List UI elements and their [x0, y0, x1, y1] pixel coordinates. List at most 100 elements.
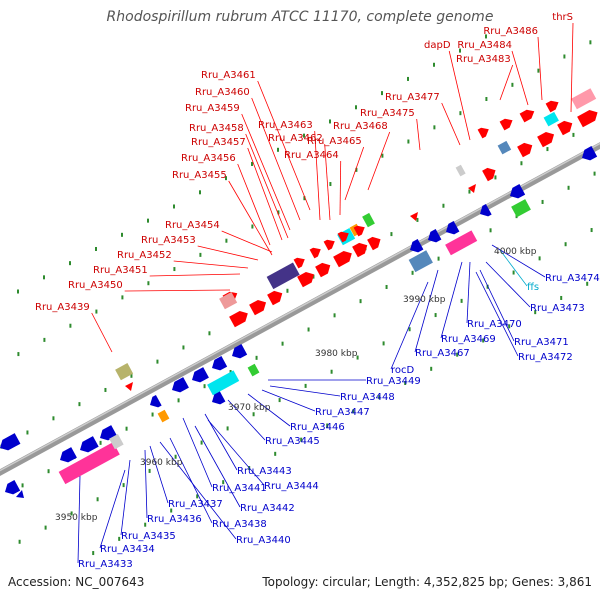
tick-mark — [174, 454, 177, 459]
label-leader-line — [251, 97, 301, 221]
top-gene-label: Rru_A3456 — [181, 153, 236, 164]
tick-mark — [177, 398, 180, 403]
bottom-strand-gene-arrow — [100, 425, 117, 441]
top-strand-gene-arrow-shape — [482, 167, 496, 182]
top-strand-gene-arrow — [477, 127, 489, 139]
bottom-strand-gene-arrow — [0, 433, 21, 451]
tick-mark — [147, 281, 150, 286]
bottom-gene-label: Rru_A3444 — [264, 481, 319, 492]
label-leader-line — [441, 102, 461, 146]
label-leader-line — [221, 230, 273, 253]
tick-mark — [563, 54, 566, 59]
bottom-strand-feature-block — [408, 250, 433, 273]
tick-mark — [199, 252, 202, 257]
bottom-strand-gene-arrow-shape — [510, 184, 526, 199]
top-strand-gene-arrow-shape — [499, 118, 513, 131]
label-leader-line — [344, 146, 365, 201]
top-gene-label: thrS — [552, 12, 573, 23]
tick-mark — [199, 190, 201, 195]
label-leader-line — [511, 50, 529, 106]
bottom-strand-feature-block-shape — [511, 199, 531, 218]
top-strand-feature-block — [219, 292, 238, 310]
label-leader-line — [570, 22, 574, 113]
bottom-strand-gene-arrow — [428, 228, 442, 243]
top-strand-gene-arrow-shape — [297, 271, 315, 288]
top-strand-gene-arrow — [353, 225, 365, 237]
top-strand-gene-arrow — [499, 118, 513, 131]
top-strand-gene-arrow-shape — [309, 247, 321, 259]
top-gene-label: Rru_A3451 — [93, 265, 148, 276]
top-gene-label: dapD — [424, 40, 451, 51]
label-leader-line — [257, 80, 311, 211]
kbp-label-group: 3950 kbp 3960 kbp 3970 kbp 3980 kbp 3990 kbp… — [55, 247, 537, 523]
tick-mark — [252, 412, 255, 417]
top-strand-gene-arrow-shape — [517, 142, 533, 158]
bottom-strand-gene-arrow-shape — [192, 367, 209, 383]
top-strand-gene-arrow-shape — [353, 225, 365, 237]
tick-mark — [407, 139, 410, 144]
top-strand-gene-arrow — [297, 271, 315, 288]
top-strand-feature-block — [115, 363, 134, 381]
top-strand-gene-arrow-shape — [323, 239, 335, 251]
label-leader-line — [169, 437, 213, 524]
genome-summary-text: Topology: circular; Length: 4,352,825 bp… — [262, 575, 592, 589]
bottom-gene-label: Rru_A3433 — [78, 559, 133, 570]
top-strand-feature-block-shape — [219, 292, 238, 310]
top-gene-label: Rru_A3475 — [360, 108, 415, 119]
bottom-strand-feature-block-shape — [247, 363, 260, 377]
top-strand-feature-block — [497, 140, 512, 155]
label-leader-line — [182, 417, 213, 488]
tick-mark — [489, 228, 492, 233]
label-leader-line — [197, 245, 259, 261]
tick-mark — [226, 426, 229, 431]
tick-mark — [17, 352, 20, 357]
label-leader-line — [91, 312, 113, 353]
tick-mark — [378, 395, 381, 400]
label-leader-line — [324, 143, 331, 221]
label-leader-line — [159, 441, 237, 540]
bottom-gene-label: Rru_A3438 — [212, 519, 267, 530]
tick-mark — [104, 387, 107, 392]
bottom-strand-gene-arrow-shape — [428, 228, 442, 243]
top-gene-label: Rru_A3455 — [172, 170, 227, 181]
kbp-position-label: 4000 kbp — [494, 247, 537, 257]
top-strand-gene-arrow — [315, 262, 331, 278]
bottom-strand-gene-arrow-shape — [172, 377, 189, 393]
bottom-strand-gene-arrow — [5, 480, 21, 495]
tick-mark — [456, 352, 459, 357]
tick-mark — [121, 295, 124, 300]
tick-mark — [572, 132, 575, 137]
top-strand-gene-arrow-shape — [229, 310, 248, 328]
tick-mark — [355, 167, 358, 172]
tick-mark — [95, 309, 98, 314]
tick-mark — [203, 384, 206, 389]
tick-mark — [434, 313, 437, 318]
map-title: Rhodospirillum rubrum ATCC 11170, comple… — [106, 9, 494, 25]
bottom-strand-gene-arrow-shape — [100, 425, 117, 441]
small-bottom-arrow — [16, 490, 24, 498]
kbp-position-label: 3970 kbp — [228, 403, 271, 413]
tick-mark — [567, 185, 570, 190]
bottom-gene-label: Rru_A3469 — [441, 334, 496, 345]
top-strand-gene-arrow — [482, 167, 496, 182]
label-leader-line — [537, 36, 543, 101]
tick-mark — [520, 161, 523, 166]
label-leader-line — [237, 163, 271, 246]
tick-mark — [96, 497, 99, 502]
tick-mark — [156, 359, 159, 364]
tick-mark — [459, 111, 462, 116]
label-leader-line — [479, 269, 515, 342]
top-strand-gene-arrow-shape — [477, 127, 489, 139]
top-strand-feature-block — [266, 262, 300, 290]
bottom-gene-label: Rru_A3441 — [212, 483, 267, 494]
bottom-strand-gene-arrow — [80, 436, 99, 453]
tick-mark — [170, 508, 173, 513]
top-strand-feature-block-shape — [115, 363, 134, 381]
top-strand-gene-arrow-shape — [333, 250, 352, 268]
tick-mark — [26, 430, 29, 435]
bottom-strand-rrna-block-shape — [445, 230, 478, 256]
top-strand-feature-block-shape — [266, 262, 300, 290]
tick-mark — [512, 270, 515, 275]
bottom-strand-gene-arrow-shape — [5, 480, 21, 495]
label-leader-line — [228, 180, 273, 256]
